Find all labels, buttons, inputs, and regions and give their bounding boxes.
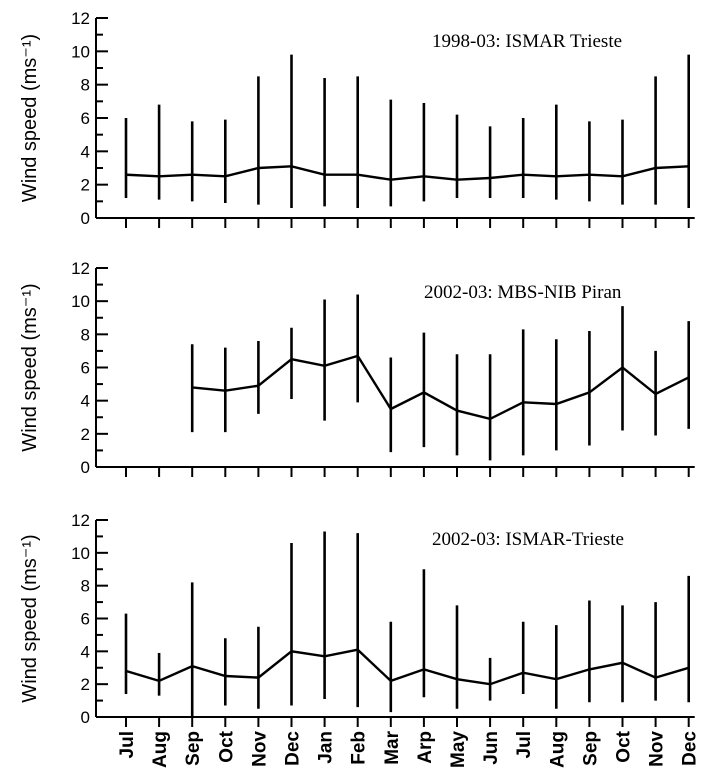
- y-tick-label: 4: [81, 642, 90, 661]
- panel-title: 2002-03: MBS-NIB Piran: [424, 282, 622, 303]
- y-tick-label: 8: [81, 76, 90, 95]
- y-tick-label: 8: [81, 325, 90, 344]
- y-tick-label: 8: [81, 577, 90, 596]
- x-tick-label: Aug: [547, 731, 568, 768]
- x-tick-label: Nov: [647, 731, 668, 767]
- y-tick-label: 10: [71, 292, 90, 311]
- y-axis-label: Wind speed (ms⁻¹): [19, 534, 41, 702]
- y-tick-label: 6: [81, 359, 90, 378]
- y-axis-label: Wind speed (ms⁻¹): [19, 34, 41, 202]
- x-tick-label: Nov: [249, 731, 270, 767]
- y-tick-label: 2: [81, 675, 90, 694]
- y-tick-label: 0: [81, 209, 90, 228]
- x-tick-label: Oct: [614, 730, 635, 762]
- x-tick-label: May: [448, 731, 469, 768]
- panel-title: 2002-03: ISMAR-Trieste: [432, 529, 624, 550]
- y-tick-label: 2: [81, 425, 90, 444]
- x-tick-label: Dec: [680, 731, 701, 766]
- chart-panel-2: 0 2 4 6 8 10 12 Wind speed (ms⁻¹) 2002-03: MBS-N…: [19, 259, 695, 477]
- x-tick-label: Feb: [349, 731, 370, 765]
- y-tick-label: 4: [81, 392, 90, 411]
- y-tick-label: 12: [71, 9, 90, 28]
- x-tick-label: Sep: [183, 731, 204, 766]
- mean-line: [125, 165, 689, 181]
- x-tick-label: Sep: [580, 731, 601, 766]
- x-tick-label: Jun: [481, 731, 502, 765]
- x-tick-label: Jul: [514, 731, 535, 758]
- y-tick-label: 10: [71, 42, 90, 61]
- x-tick-label: Arp: [415, 731, 436, 764]
- mean-line: [192, 354, 690, 421]
- y-tick-label: 2: [81, 176, 90, 195]
- x-tick-label: Aug: [150, 731, 171, 768]
- x-tick-label: Oct: [216, 730, 237, 762]
- panel-title: 1998-03: ISMAR Trieste: [432, 31, 622, 52]
- y-axis-label: Wind speed (ms⁻¹): [19, 283, 41, 451]
- mean-line: [125, 648, 690, 686]
- y-tick-label: 10: [71, 544, 90, 563]
- y-tick-label: 6: [81, 109, 90, 128]
- x-tick-label: Jan: [316, 731, 337, 764]
- y-tick-label: 4: [81, 142, 90, 161]
- y-tick-label: 6: [81, 610, 90, 629]
- chart-panel-1: 0 2 4 6 8 10 12 Wind speed (ms⁻¹) 1998-03: ISMAR…: [19, 9, 695, 228]
- y-tick-label: 12: [71, 511, 90, 530]
- x-tick-label: Dec: [283, 731, 304, 766]
- x-tick-label: Mar: [382, 730, 403, 764]
- y-tick-label: 12: [71, 259, 90, 278]
- x-tick-label: Jul: [117, 731, 138, 758]
- y-tick-label: 0: [81, 458, 90, 477]
- y-tick-label: 0: [81, 708, 90, 727]
- chart-panel-3: 0 2 4 6 8 10 12 Wind speed (ms⁻¹) 2002-03: ISMAR…: [19, 511, 701, 768]
